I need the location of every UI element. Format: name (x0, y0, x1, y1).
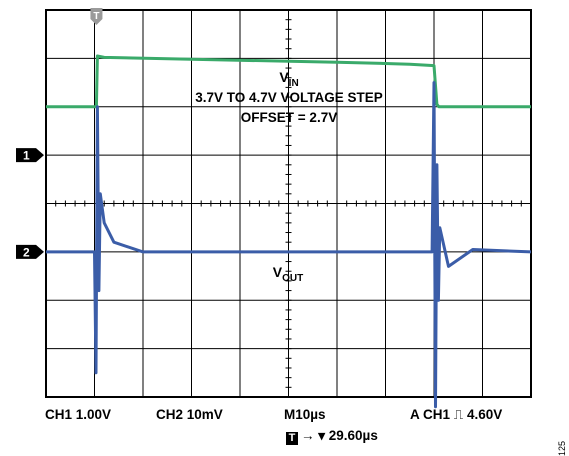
channel-markers: 1 2 T (16, 8, 103, 259)
trigger-marker-shape (90, 8, 103, 25)
channel-1-marker-label: 1 (23, 149, 30, 163)
channel-2-marker: 2 (16, 244, 44, 259)
traces (46, 54, 532, 409)
trigger-position-value: → ▾ 29.60µs (301, 428, 378, 443)
trace-vout (46, 81, 532, 409)
channel-2-marker-shape (16, 244, 44, 259)
channel-1-marker-shape (16, 148, 44, 163)
trace-vin (46, 54, 531, 109)
rising-edge-icon: ⎍ (453, 407, 464, 422)
graticule-grid (45, 9, 532, 398)
trigger-level: 4.60V (467, 407, 503, 422)
trigger-marker-label: T (93, 11, 99, 22)
ch2-scale: CH2 10mV (156, 407, 223, 422)
vout-label: VOUT (273, 264, 303, 284)
trigger-position: T → ▾ 29.60µs (286, 428, 378, 445)
trigger-setting: A CH1 ⎍ 4.60V (410, 407, 502, 423)
step-annotation: 3.7V TO 4.7V VOLTAGE STEP (195, 90, 383, 105)
trigger-icon: T (286, 432, 298, 445)
channel-2-marker-label: 2 (23, 245, 30, 259)
offset-annotation: OFFSET = 2.7V (241, 110, 337, 125)
channel-1-marker: 1 (16, 148, 44, 163)
trigger-source: A CH1 (410, 407, 451, 422)
trigger-marker: T (90, 8, 103, 25)
ch1-scale: CH1 1.00V (45, 407, 112, 422)
timebase: M10µs (284, 407, 326, 422)
vin-label: VIN (279, 69, 298, 89)
